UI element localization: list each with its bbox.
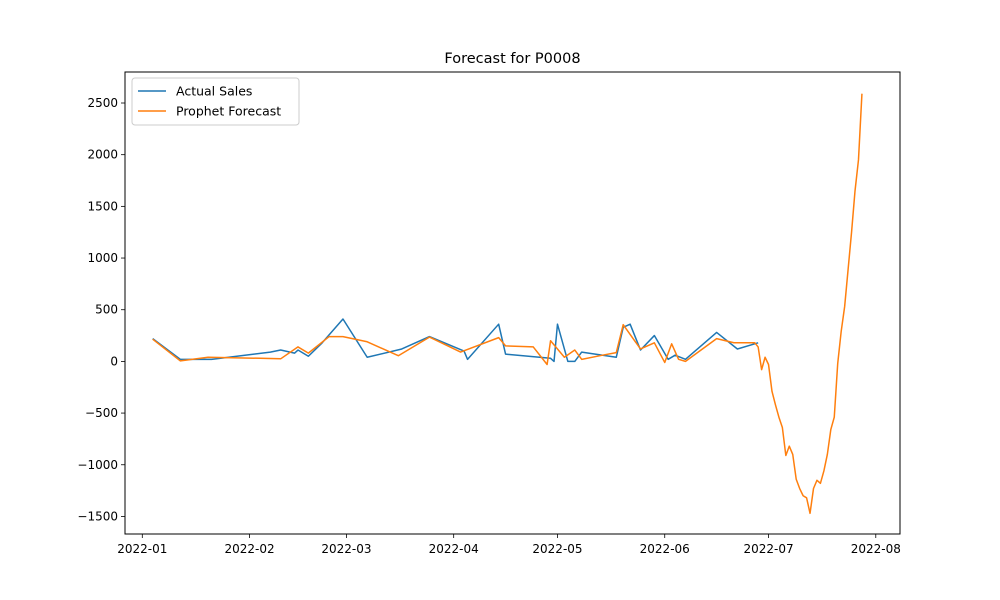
y-tick-label: −500 (85, 406, 118, 420)
y-tick-label: 1500 (87, 199, 118, 213)
y-tick-label: 500 (95, 303, 118, 317)
x-tick-label: 2022-07 (743, 542, 793, 556)
x-tick-label: 2022-05 (532, 542, 582, 556)
y-tick-label: −1500 (77, 509, 118, 523)
series-line-prophet-forecast (152, 93, 863, 515)
legend: Actual Sales Prophet Forecast (131, 77, 300, 126)
x-tick-label: 2022-08 (851, 542, 901, 556)
y-tick-label: 2500 (87, 96, 118, 110)
x-tick-label: 2022-03 (321, 542, 371, 556)
y-tick-label: −1000 (77, 458, 118, 472)
y-tick-label: 1000 (87, 251, 118, 265)
y-axis: −1500 −1000 −500 0 500 1000 1500 2000 2500 (77, 96, 125, 523)
x-tick-label: 2022-02 (224, 542, 274, 556)
x-tick-label: 2022-06 (640, 542, 690, 556)
x-tick-label: 2022-01 (117, 542, 167, 556)
x-tick-label: 2022-04 (429, 542, 479, 556)
chart-title: Forecast for P0008 (444, 51, 580, 67)
y-tick-label: 2000 (87, 148, 118, 162)
legend-box (131, 77, 300, 126)
legend-label: Actual Sales (176, 84, 252, 99)
y-tick-label: 0 (110, 354, 118, 368)
plot-frame (124, 71, 901, 535)
x-axis: 2022-01 2022-02 2022-03 2022-04 2022-05 2022-… (117, 534, 901, 556)
plot-lines (152, 93, 863, 515)
series-line-actual-sales (152, 318, 759, 363)
legend-label: Prophet Forecast (176, 104, 281, 119)
